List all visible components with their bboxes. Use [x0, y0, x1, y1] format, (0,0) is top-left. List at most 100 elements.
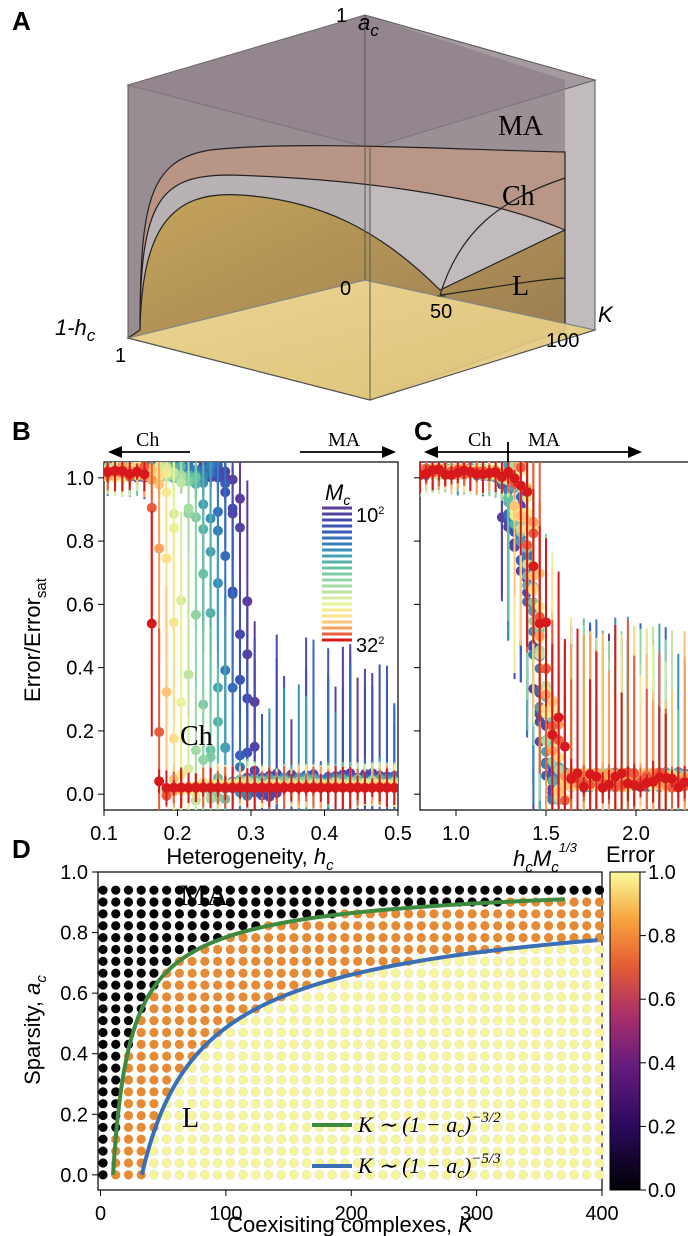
d-cell	[595, 909, 604, 918]
d-cell	[251, 945, 260, 954]
d-cell	[595, 1075, 604, 1084]
d-cell	[480, 1087, 489, 1096]
d-cell	[137, 1147, 146, 1156]
d-cell	[213, 1052, 222, 1061]
d-cell	[188, 1016, 197, 1025]
d-cell	[137, 1028, 146, 1037]
d-cell	[404, 1052, 413, 1061]
d-cell	[289, 1123, 298, 1132]
d-cell	[137, 886, 146, 895]
d-cell	[213, 957, 222, 966]
d-cell	[149, 1040, 158, 1049]
panel-a: A 1 ac 1-hc 1 0 50 100 K	[12, 5, 614, 400]
d-cell	[289, 1004, 298, 1013]
d-cell	[519, 909, 528, 918]
d-cell	[188, 992, 197, 1001]
d-cell	[429, 1075, 438, 1084]
d-cell	[277, 933, 286, 942]
d-cell	[302, 1087, 311, 1096]
d-cell	[238, 1135, 247, 1144]
b-point	[176, 478, 186, 488]
d-cell	[391, 886, 400, 895]
d-cell	[226, 957, 235, 966]
d-cell	[315, 1004, 324, 1013]
d-cell	[417, 921, 426, 930]
d-cell	[353, 1052, 362, 1061]
d-cell	[506, 1052, 515, 1061]
d-cell	[480, 1052, 489, 1061]
d-cell	[98, 1016, 107, 1025]
d-cell	[506, 1135, 515, 1144]
d-cell	[442, 1052, 451, 1061]
d-cell	[480, 1064, 489, 1073]
d-cell	[544, 1158, 553, 1167]
d-cell	[251, 1064, 260, 1073]
d-cell	[366, 897, 375, 906]
d-cell	[557, 969, 566, 978]
d-cell	[213, 969, 222, 978]
d-cell	[264, 945, 273, 954]
d-cell	[544, 1111, 553, 1120]
d-cell	[468, 1087, 477, 1096]
d-cell	[442, 980, 451, 989]
d-cell	[213, 1158, 222, 1167]
d-cell	[277, 1123, 286, 1132]
d-cell	[277, 909, 286, 918]
d-cell	[557, 1052, 566, 1061]
d-cell	[519, 1099, 528, 1108]
d-cell	[378, 1052, 387, 1061]
d-cell	[531, 1064, 540, 1073]
d-cell	[557, 1170, 566, 1179]
d-cell	[238, 992, 247, 1001]
d-cell	[111, 886, 120, 895]
d-cell	[569, 992, 578, 1001]
d-cell	[238, 897, 247, 906]
d-cell	[264, 1052, 273, 1061]
d-cell	[124, 1016, 133, 1025]
d-cell	[557, 1064, 566, 1073]
d-cell	[188, 1087, 197, 1096]
d-cell	[302, 1016, 311, 1025]
d-cell	[595, 992, 604, 1001]
d-cell	[366, 1028, 375, 1037]
d-cell	[277, 957, 286, 966]
d-cell	[366, 1052, 375, 1061]
d-cell	[531, 886, 540, 895]
d-cell	[391, 945, 400, 954]
d-cell	[353, 1075, 362, 1084]
b-point	[161, 687, 171, 697]
b-point	[169, 734, 179, 744]
d-cell	[264, 897, 273, 906]
d-cell	[200, 980, 209, 989]
d-cell	[315, 886, 324, 895]
b-xtick-label: 0.2	[164, 823, 192, 845]
d-cell	[569, 909, 578, 918]
d-cell	[98, 1147, 107, 1156]
d-cell	[98, 1158, 107, 1167]
d-cell	[480, 1016, 489, 1025]
d-cell	[137, 1075, 146, 1084]
c-xtick-label: 1.0	[442, 823, 470, 845]
d-cell	[366, 933, 375, 942]
d-cell	[531, 921, 540, 930]
d-cell	[277, 1064, 286, 1073]
d-cell	[264, 1075, 273, 1084]
d-cell	[162, 933, 171, 942]
cube-ac-top-tick: 1	[336, 5, 347, 27]
d-cell	[340, 1004, 349, 1013]
d-cell	[595, 1170, 604, 1179]
d-cell	[429, 992, 438, 1001]
d-cell	[315, 933, 324, 942]
d-cell	[506, 1158, 515, 1167]
d-cell	[506, 1147, 515, 1156]
d-cell	[213, 980, 222, 989]
d-cell	[188, 980, 197, 989]
d-cell	[531, 1123, 540, 1132]
d-cell	[98, 1087, 107, 1096]
d-cell	[302, 1111, 311, 1120]
d-cell	[251, 1158, 260, 1167]
d-cell	[302, 1052, 311, 1061]
d-cell	[98, 945, 107, 954]
d-cell	[124, 1123, 133, 1132]
d-cell	[404, 945, 413, 954]
